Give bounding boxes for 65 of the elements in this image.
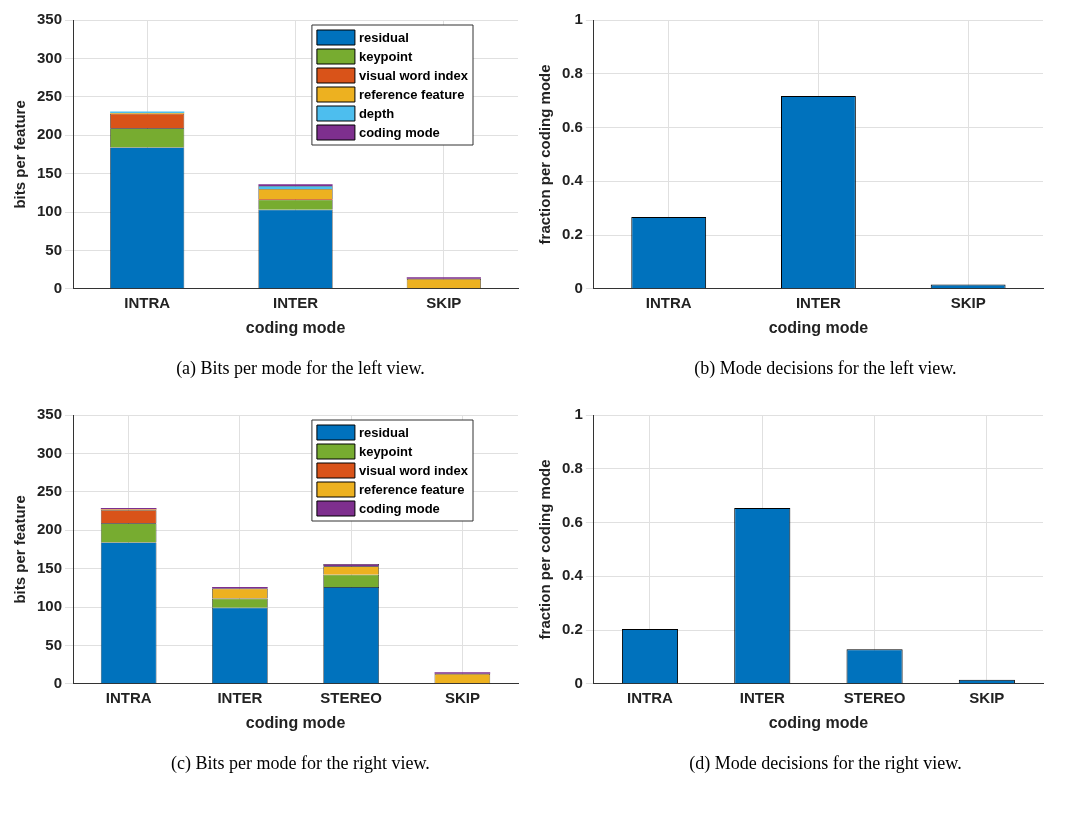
- legend-label: reference feature: [358, 481, 465, 497]
- x-tick-label: INTRA: [627, 688, 674, 706]
- x-tick-label: INTRA: [124, 293, 171, 311]
- y-tick-label: 1: [574, 10, 583, 28]
- y-tick-label: 0.4: [561, 171, 584, 189]
- y-tick-label: 0: [574, 673, 583, 691]
- y-axis-title: bits per feature: [11, 100, 29, 209]
- legend-label: visual word index: [358, 67, 469, 83]
- y-tick-label: 0: [53, 278, 63, 296]
- y-axis-title: fraction per coding mode: [536, 64, 554, 245]
- y-tick-label: 250: [37, 86, 63, 104]
- x-axis-title: coding mode: [768, 318, 869, 336]
- y-tick-label: 300: [37, 443, 63, 461]
- y-tick-label: 350: [37, 405, 63, 423]
- y-tick-label: 50: [45, 635, 63, 653]
- y-tick-label: 200: [37, 125, 63, 143]
- y-tick-label: 0.6: [561, 117, 583, 135]
- x-tick-label: INTER: [217, 688, 263, 706]
- y-tick-label: 0.8: [561, 63, 583, 81]
- y-tick-label: 0.8: [561, 458, 583, 476]
- legend-label: coding mode: [358, 124, 440, 140]
- text: (c) Bits per mode for the right view.: [170, 753, 431, 774]
- legend-label: reference feature: [358, 86, 465, 102]
- x-tick-label: SKIP: [444, 688, 480, 706]
- y-tick-label: 0: [574, 278, 583, 296]
- y-axis-title: fraction per coding mode: [536, 459, 554, 640]
- y-tick-label: 200: [37, 520, 63, 538]
- legend-label: keypoint: [358, 443, 414, 459]
- y-tick-label: 150: [37, 558, 63, 576]
- x-tick-label: INTER: [273, 293, 319, 311]
- x-axis-title: coding mode: [768, 713, 869, 731]
- y-tick-label: 150: [37, 163, 63, 181]
- legend-label: residual: [358, 29, 409, 45]
- y-tick-label: 50: [45, 240, 63, 258]
- y-tick-label: 0.6: [561, 512, 583, 530]
- x-tick-label: STEREO: [843, 688, 906, 706]
- text: (d) Mode decisions for the right view.: [688, 753, 963, 774]
- y-tick-label: 0.4: [561, 566, 584, 584]
- x-tick-label: INTER: [739, 688, 785, 706]
- text: (b) Mode decisions for the left view.: [693, 358, 958, 379]
- y-tick-label: 350: [37, 10, 63, 28]
- x-tick-label: SKIP: [426, 293, 462, 311]
- legend-label: coding mode: [358, 500, 440, 516]
- y-tick-label: 1: [574, 405, 583, 423]
- legend-label: keypoint: [358, 48, 414, 64]
- legend-label: visual word index: [358, 462, 469, 478]
- x-axis-title: coding mode: [245, 713, 346, 731]
- text: (a) Bits per mode for the left view.: [175, 358, 426, 379]
- y-tick-label: 100: [37, 202, 63, 220]
- x-tick-label: INTRA: [645, 293, 692, 311]
- y-tick-label: 300: [37, 48, 63, 66]
- y-tick-label: 0.2: [561, 225, 583, 243]
- x-tick-label: INTRA: [105, 688, 152, 706]
- x-tick-label: STEREO: [320, 688, 383, 706]
- legend-label: depth: [358, 105, 395, 121]
- x-tick-label: SKIP: [969, 688, 1005, 706]
- y-tick-label: 250: [37, 481, 63, 499]
- x-axis-title: coding mode: [245, 318, 346, 336]
- legend-label: residual: [358, 424, 409, 440]
- x-tick-label: INTER: [795, 293, 842, 311]
- y-tick-label: 0: [53, 673, 63, 691]
- x-tick-label: SKIP: [950, 293, 986, 311]
- y-tick-label: 100: [37, 597, 63, 615]
- y-tick-label: 0.2: [561, 620, 583, 638]
- y-axis-title: bits per feature: [11, 495, 29, 604]
